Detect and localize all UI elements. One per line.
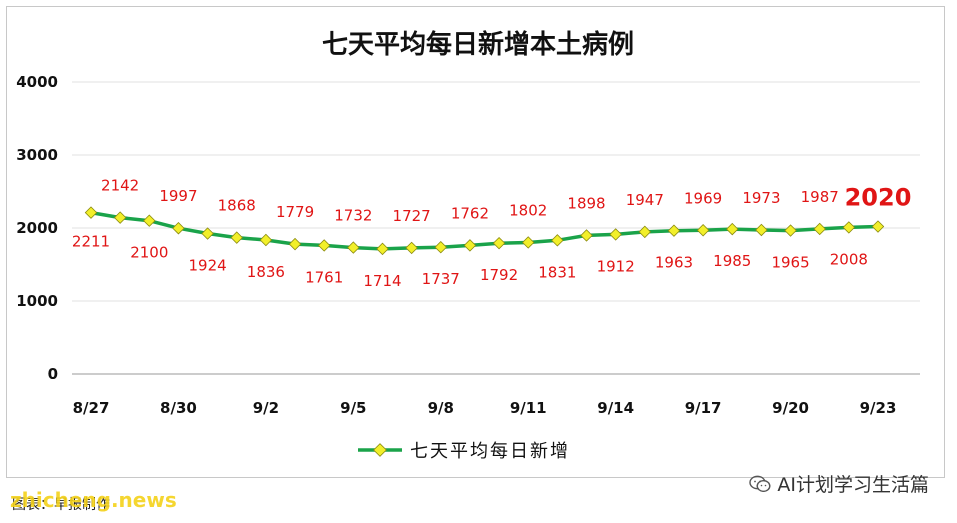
data-point [434,240,448,254]
x-tick-label: 9/8 [428,399,454,417]
x-tick-label: 9/2 [253,399,279,417]
account-name: AI计划学习生活篇 [777,474,929,496]
y-tick-label: 0 [48,365,58,383]
data-label: 1965 [771,254,809,272]
data-point [113,211,127,224]
data-label: 2020 [845,184,912,212]
data-label: 1737 [422,270,460,288]
data-point [521,236,535,249]
watermark: zhicheng.news [10,488,177,512]
data-point [813,222,826,236]
data-point [201,227,214,240]
data-label: 1987 [801,188,839,206]
data-point [726,222,739,236]
data-point [376,242,389,256]
data-label: 1792 [480,266,518,284]
data-label: 1912 [597,257,635,275]
data-label: 1836 [247,263,285,281]
data-point [405,241,418,255]
chart-title: 七天平均每日新增本土病例 [322,29,634,60]
y-tick-label: 2000 [16,219,58,237]
data-point [784,224,797,237]
x-tick-label: 9/20 [772,399,809,417]
x-tick-label: 9/5 [340,399,366,417]
account-tag: AI计划学习生活篇 [749,470,929,497]
data-label: 1732 [334,207,372,225]
data-label: 1985 [713,252,751,270]
x-tick-label: 9/11 [510,399,547,417]
credit-text: 图表：早报制作 [12,497,110,513]
data-point [638,225,652,239]
grid-lines [72,81,920,375]
y-tick-label: 4000 [16,73,58,91]
data-label: 1868 [218,197,256,215]
series-line [90,210,879,251]
wechat-icon [749,475,771,492]
data-label: 1714 [363,272,401,290]
data-label: 2142 [101,177,139,195]
data-label: 1761 [305,268,343,286]
data-point [551,234,564,247]
legend-label: 七天平均每日新增 [410,441,570,462]
data-label: 1762 [451,204,489,222]
data-point [143,214,156,227]
data-point [288,237,302,251]
x-tick-label: 9/23 [860,399,897,417]
x-axis-ticks: 8/27 8/30 9/2 9/5 9/8 9/11 9/14 9/17 9/20 9/23 [73,399,897,417]
data-point [259,233,273,247]
data-label: 1924 [188,257,226,275]
data-point [347,241,360,254]
x-tick-label: 9/17 [685,399,722,417]
data-point [463,239,477,252]
data-point [580,229,593,242]
data-point [172,221,185,235]
chart-frame [6,6,945,478]
data-points [84,206,885,256]
data-point [755,223,768,237]
data-label: 1947 [626,191,664,209]
data-label: 1969 [684,189,722,207]
y-axis-ticks: 0 1000 2000 3000 4000 [16,73,58,383]
data-point [84,206,98,219]
data-label: 1973 [742,189,780,207]
data-point [696,224,710,237]
x-tick-label: 8/27 [73,399,110,417]
legend-marker-swatch [373,443,387,457]
legend: 七天平均每日新增 [358,441,570,462]
data-point [871,220,885,233]
data-point [230,231,243,244]
data-label: 1898 [567,194,605,212]
data-label: 1779 [276,203,314,221]
y-tick-label: 3000 [16,146,58,164]
y-tick-label: 1000 [16,292,58,310]
data-point [842,221,856,234]
data-label: 2008 [830,250,868,268]
data-label: 1831 [538,263,576,281]
data-point [317,239,331,252]
data-label: 2211 [72,233,110,251]
data-labels: 2211 2142 2100 1997 1924 1868 1836 1779 1761 1732… [72,177,911,290]
data-point [667,224,681,237]
data-label: 2100 [130,244,168,262]
data-point [609,228,622,241]
data-point [492,236,506,250]
data-label: 1963 [655,254,693,272]
data-label: 1727 [393,207,431,225]
x-tick-label: 8/30 [160,399,197,417]
data-label: 1802 [509,201,547,219]
x-tick-label: 9/14 [597,399,634,417]
data-label: 1997 [159,187,197,205]
